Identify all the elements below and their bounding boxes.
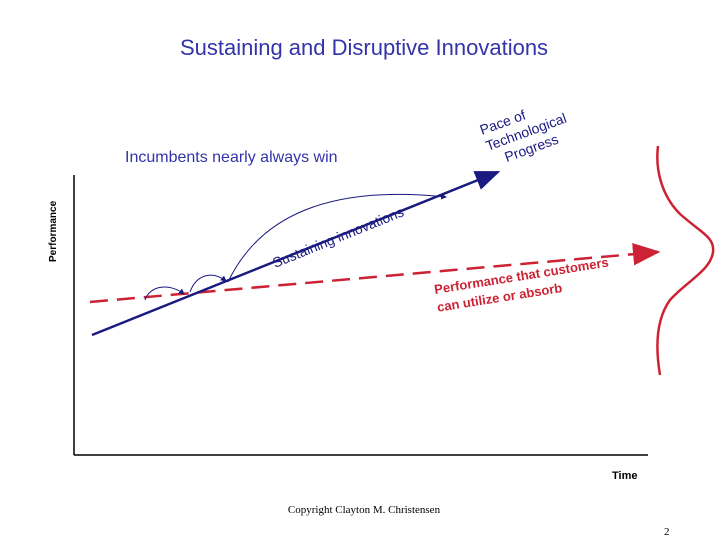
slide-title: Sustaining and Disruptive Innovations <box>180 35 548 60</box>
copyright-text: Copyright Clayton M. Christensen <box>288 504 441 516</box>
sustaining-arc-large <box>227 193 447 283</box>
customer-distribution-curve <box>656 145 715 376</box>
technology-progress-line <box>91 170 501 337</box>
sustaining-arc-small-2 <box>189 274 227 293</box>
y-axis-label: Performance <box>48 200 59 262</box>
slide-subtitle: Incumbents nearly always win <box>125 149 338 166</box>
page-number: 2 <box>664 526 670 538</box>
technology-line-label: Pace of Technological Progress <box>478 107 569 165</box>
sustaining-arc-small-1 <box>144 286 185 301</box>
x-axis-label: Time <box>612 470 637 482</box>
sustaining-innovations-label: Sustaining innovations <box>270 203 406 270</box>
